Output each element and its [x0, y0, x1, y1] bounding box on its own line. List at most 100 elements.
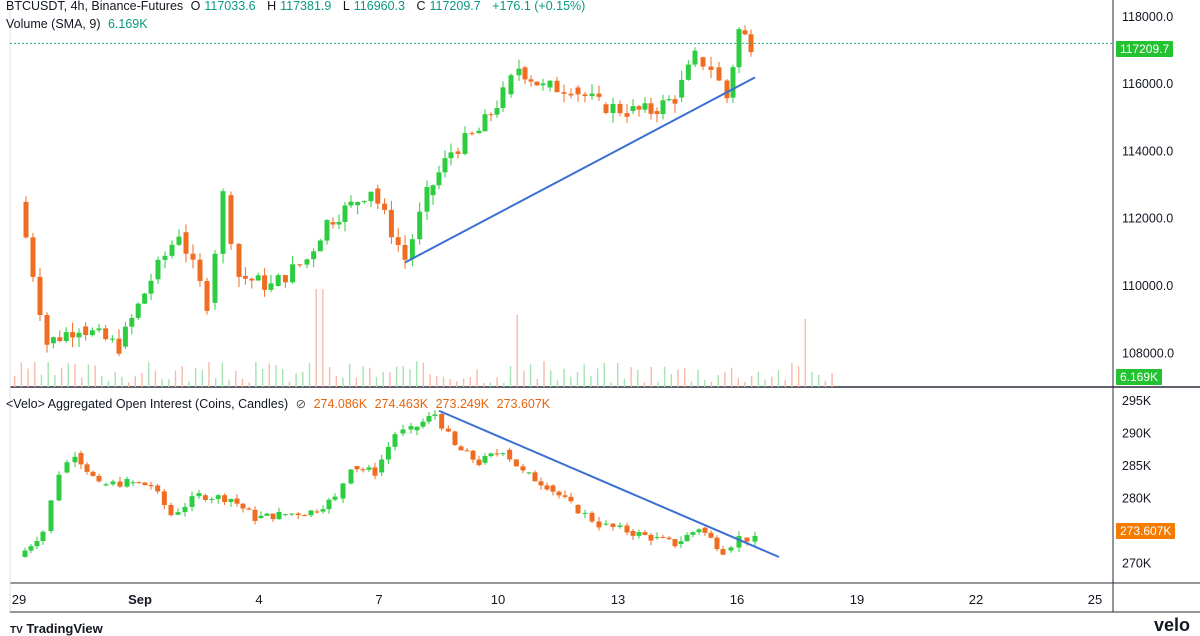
oi-candle-body	[702, 527, 708, 533]
volume-bar	[161, 379, 163, 387]
time-tick-label: 22	[969, 592, 983, 607]
price-tag: 117209.7	[1116, 41, 1174, 57]
volume-bar	[181, 365, 183, 387]
price-candle-body	[528, 79, 534, 82]
price-candle-body	[617, 103, 623, 114]
price-candle-body	[155, 259, 161, 280]
volume-bar	[436, 376, 438, 387]
oi-value-close: 273.607K	[496, 397, 551, 411]
price-candle-body	[375, 188, 381, 204]
high-value: 117381.9	[280, 0, 332, 13]
price-candle-body	[500, 87, 506, 108]
price-candle-body	[603, 104, 609, 113]
oi-candle-body	[308, 510, 314, 516]
oi-candle-body	[56, 474, 62, 501]
price-candle-body	[388, 209, 394, 238]
price-candle-body	[275, 275, 281, 287]
volume-bar	[188, 381, 190, 387]
oi-candle-body	[168, 505, 174, 516]
oi-candle-body	[568, 496, 574, 502]
volume-bar	[235, 371, 237, 387]
oi-candle-body	[103, 484, 109, 486]
price-candle-body	[103, 328, 109, 340]
price-candle-body	[482, 114, 488, 132]
oi-candle-body	[470, 450, 476, 460]
price-candle-body	[361, 201, 367, 203]
change-value: +176.1 (+0.15%)	[492, 0, 586, 13]
volume-bar	[127, 382, 130, 387]
volume-bar	[154, 370, 157, 387]
price-candle-body	[282, 275, 288, 283]
price-candle-body	[162, 255, 168, 260]
price-candle-body	[197, 259, 203, 282]
oi-candle-body	[532, 472, 538, 482]
oi-candle-body	[452, 431, 458, 446]
price-candle-body	[290, 264, 296, 283]
oi-candle-body	[582, 512, 588, 514]
oi-candle-body	[360, 469, 366, 471]
volume-bars	[14, 289, 833, 387]
price-candle-body	[336, 221, 342, 225]
volume-bar	[704, 379, 706, 387]
oi-tick-label: 295K	[1122, 394, 1152, 408]
volume-bar	[657, 381, 659, 387]
oi-candle-body	[196, 493, 202, 497]
price-candle-body	[430, 185, 436, 196]
price-candle-body	[724, 80, 730, 99]
oi-candle-body	[684, 534, 690, 542]
price-candle-body	[636, 106, 642, 110]
volume-bar	[27, 368, 29, 387]
oi-candle-body	[550, 485, 556, 492]
price-tick-label: 114000.0	[1122, 144, 1173, 158]
price-candle-body	[297, 264, 303, 266]
volume-bar	[148, 362, 150, 387]
volume-bar	[34, 361, 36, 387]
oi-candle-body	[189, 496, 195, 507]
time-axis: 29 Sep 4 7 10 13 16 19 22 25	[12, 592, 1102, 607]
volume-bar	[288, 381, 291, 387]
price-candle-body	[249, 278, 255, 281]
oi-candle-body	[426, 415, 432, 422]
volume-bar	[241, 378, 244, 387]
price-candle-body	[169, 244, 175, 256]
oi-candle-body	[714, 537, 720, 550]
time-tick-label: 29	[12, 592, 26, 607]
oi-candle-body	[513, 459, 519, 467]
oi-candle-body	[264, 513, 270, 516]
volume-bar	[697, 369, 699, 387]
volume-bar	[14, 375, 16, 387]
price-candle-body	[122, 326, 128, 347]
volume-bar	[315, 289, 317, 387]
oi-candle-body	[234, 498, 240, 504]
price-candle-body	[190, 253, 196, 260]
volume-legend: Volume (SMA, 9) 6.169K	[6, 17, 152, 31]
volume-bar	[637, 369, 639, 387]
volume-bar	[462, 378, 465, 387]
volume-bar	[208, 362, 210, 387]
oi-candle-body	[385, 446, 391, 460]
price-candle-body	[236, 243, 242, 277]
price-candle-body	[109, 338, 115, 340]
oi-candle-body	[648, 534, 654, 541]
oi-candle-body	[696, 529, 702, 533]
oi-trendline	[438, 409, 780, 558]
price-candle-body	[220, 191, 226, 254]
oi-candle-body	[482, 456, 488, 463]
oi-candle-body	[642, 532, 648, 535]
price-candle-body	[76, 332, 82, 338]
oi-label: <Velo> Aggregated Open Interest (Coins, …	[6, 397, 289, 411]
price-candle-body	[442, 158, 448, 173]
price-candle-body	[148, 280, 154, 294]
volume-bar	[382, 372, 384, 387]
price-candle-body	[476, 130, 482, 134]
oi-candle-body	[320, 509, 326, 512]
volume-bar	[355, 377, 358, 387]
volume-bar	[174, 370, 177, 387]
oi-value-high: 274.463K	[374, 397, 429, 411]
price-candle-body	[44, 315, 50, 345]
oi-legend: <Velo> Aggregated Open Interest (Coins, …	[6, 396, 554, 411]
price-candle-body	[30, 237, 36, 277]
eye-off-icon[interactable]: ⊘	[295, 397, 307, 411]
oi-candle-body	[500, 453, 506, 455]
